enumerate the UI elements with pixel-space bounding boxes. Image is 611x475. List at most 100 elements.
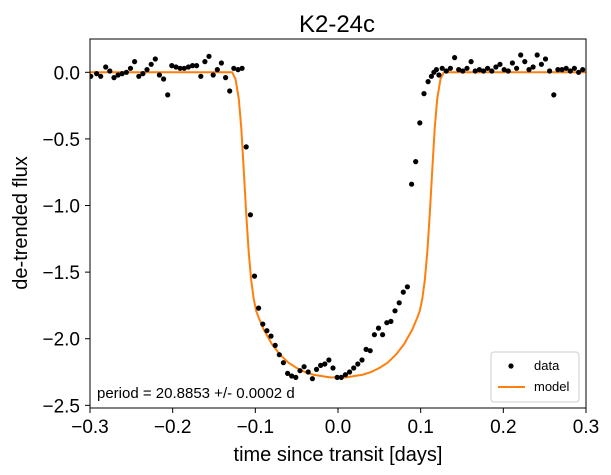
data-point xyxy=(198,73,204,79)
data-point xyxy=(264,328,270,334)
data-layer xyxy=(90,52,586,382)
data-point xyxy=(538,61,545,67)
data-point xyxy=(342,372,348,378)
data-point xyxy=(363,346,369,352)
data-point xyxy=(485,65,491,71)
data-point xyxy=(293,374,299,380)
data-point xyxy=(210,72,216,78)
legend-model-label: model xyxy=(534,379,570,394)
data-point xyxy=(132,59,138,65)
data-point xyxy=(489,68,495,74)
data-point xyxy=(526,67,532,73)
data-point xyxy=(268,333,274,339)
data-point xyxy=(98,73,104,79)
data-point xyxy=(501,67,507,73)
legend-data-marker xyxy=(508,363,514,369)
legend-data-label: data xyxy=(534,358,560,373)
x-tick-label: 0.2 xyxy=(490,417,516,438)
period-annotation: period = 20.8853 +/- 0.0002 d xyxy=(97,385,295,402)
data-point xyxy=(231,65,237,71)
data-point xyxy=(239,65,245,71)
data-point xyxy=(464,65,470,71)
data-point xyxy=(436,72,442,78)
y-tick-label: 0.0 xyxy=(54,63,80,84)
x-tick-label: 0.0 xyxy=(325,417,351,438)
data-point xyxy=(318,362,324,368)
x-tick-label: 0.1 xyxy=(407,417,433,438)
data-point xyxy=(576,69,582,75)
data-point xyxy=(551,92,557,98)
chart-title: K2-24c xyxy=(299,11,375,38)
data-point xyxy=(530,64,536,70)
data-point xyxy=(301,364,307,370)
data-point xyxy=(136,73,142,79)
x-tick-label: −0.3 xyxy=(71,417,109,438)
data-point xyxy=(417,120,423,126)
data-point xyxy=(214,67,220,73)
data-point xyxy=(289,373,295,379)
data-point xyxy=(518,52,524,58)
data-point xyxy=(514,65,520,71)
y-tick-label: −1.5 xyxy=(42,263,80,284)
data-point xyxy=(256,305,262,311)
data-point xyxy=(396,300,402,306)
data-point xyxy=(223,75,229,81)
data-point xyxy=(326,357,332,363)
data-point xyxy=(392,308,398,314)
data-point xyxy=(380,332,386,338)
data-point xyxy=(472,68,478,74)
data-point xyxy=(156,72,162,78)
data-point xyxy=(251,273,258,279)
data-point xyxy=(421,91,427,97)
data-point xyxy=(580,67,586,73)
data-point xyxy=(119,71,125,77)
data-point xyxy=(115,72,121,78)
data-point xyxy=(347,369,353,375)
data-point xyxy=(456,67,462,73)
data-point xyxy=(384,320,390,326)
y-axis-label: de-trended flux xyxy=(10,156,32,289)
data-point xyxy=(447,65,453,71)
data-point xyxy=(425,79,431,85)
data-point xyxy=(169,63,175,69)
y-tick-label: −2.5 xyxy=(42,396,80,417)
data-point xyxy=(194,63,200,69)
legend: data model xyxy=(490,351,580,403)
data-point xyxy=(367,348,373,354)
data-point xyxy=(276,352,282,358)
data-point xyxy=(497,61,503,67)
data-point xyxy=(94,71,100,77)
data-point xyxy=(161,76,167,82)
data-point xyxy=(165,92,171,98)
data-point xyxy=(452,55,458,61)
data-point xyxy=(413,159,419,165)
data-point xyxy=(313,366,320,372)
data-point xyxy=(400,289,406,295)
data-point xyxy=(359,357,365,363)
data-point xyxy=(443,68,449,74)
data-point xyxy=(107,68,113,74)
data-point xyxy=(547,68,553,74)
data-point xyxy=(272,342,278,348)
data-point xyxy=(123,69,129,75)
y-tick-label: −1.0 xyxy=(42,197,80,218)
data-point xyxy=(428,73,434,79)
data-point xyxy=(247,212,253,218)
data-point xyxy=(468,59,474,65)
data-point xyxy=(297,368,303,374)
data-point xyxy=(542,56,549,62)
data-point xyxy=(555,67,561,73)
data-point xyxy=(243,144,249,150)
data-point xyxy=(144,67,150,73)
plot-area xyxy=(89,38,587,409)
data-point xyxy=(202,59,208,65)
data-point xyxy=(567,68,573,74)
data-point xyxy=(371,332,377,338)
data-point xyxy=(476,67,482,73)
data-point xyxy=(90,73,94,79)
data-point xyxy=(433,67,439,73)
y-tick-label: −0.5 xyxy=(42,130,80,151)
data-point xyxy=(404,284,410,290)
